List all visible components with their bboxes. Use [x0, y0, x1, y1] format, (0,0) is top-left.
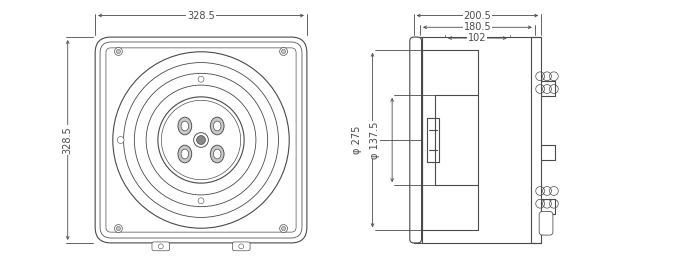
FancyBboxPatch shape: [95, 37, 307, 243]
Circle shape: [115, 225, 122, 232]
Text: φ 275: φ 275: [352, 126, 362, 154]
Circle shape: [116, 227, 120, 230]
Circle shape: [158, 97, 244, 183]
Ellipse shape: [214, 121, 221, 131]
Text: 328.5: 328.5: [63, 126, 73, 154]
Circle shape: [239, 244, 244, 249]
Ellipse shape: [210, 117, 224, 135]
Ellipse shape: [181, 149, 188, 159]
Ellipse shape: [178, 145, 192, 163]
Text: 200.5: 200.5: [463, 11, 491, 20]
Circle shape: [158, 244, 163, 249]
Ellipse shape: [214, 149, 221, 159]
FancyBboxPatch shape: [539, 212, 553, 235]
FancyBboxPatch shape: [410, 37, 421, 243]
Circle shape: [115, 48, 122, 55]
FancyBboxPatch shape: [152, 242, 169, 251]
Circle shape: [281, 227, 286, 230]
Circle shape: [116, 50, 120, 53]
Text: 102: 102: [468, 33, 486, 43]
Circle shape: [117, 137, 124, 143]
Circle shape: [280, 48, 288, 55]
Ellipse shape: [210, 145, 224, 163]
Ellipse shape: [181, 121, 188, 131]
Text: 328.5: 328.5: [187, 11, 215, 20]
Circle shape: [197, 136, 205, 144]
Ellipse shape: [178, 117, 192, 135]
FancyBboxPatch shape: [232, 242, 250, 251]
Circle shape: [198, 198, 204, 204]
Circle shape: [281, 50, 286, 53]
Circle shape: [280, 225, 288, 232]
Text: φ 137.5: φ 137.5: [370, 121, 379, 159]
Circle shape: [194, 133, 209, 147]
Circle shape: [198, 76, 204, 82]
Text: 180.5: 180.5: [463, 22, 491, 32]
